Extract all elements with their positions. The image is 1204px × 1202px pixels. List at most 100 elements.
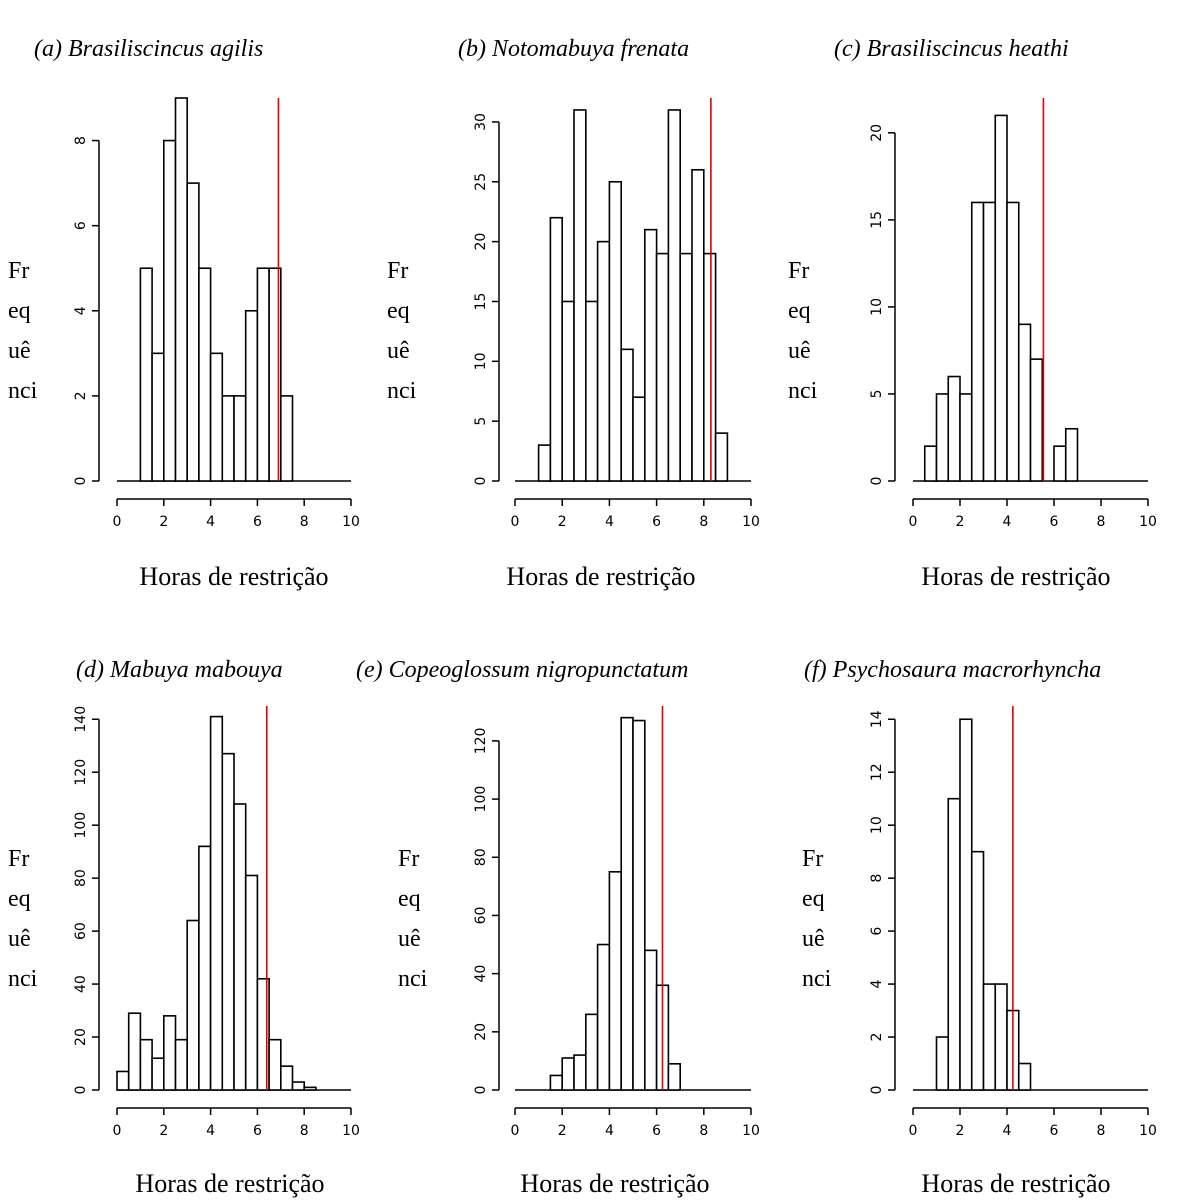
histogram-bar (982, 983, 997, 1091)
histogram-bar (959, 718, 973, 1091)
y-tick-label: 15 (473, 293, 489, 311)
histogram-bar (714, 432, 729, 482)
histogram-bar (632, 396, 646, 482)
x-tick-label: 2 (956, 1123, 965, 1139)
y-tick-label: 60 (473, 907, 489, 925)
histogram-bar (127, 1012, 142, 1091)
histogram-bar (573, 109, 587, 482)
y-tick-label: 20 (473, 1023, 489, 1041)
histogram-bar (596, 240, 611, 482)
y-axis-label: Fr (788, 258, 809, 284)
histogram-bar (303, 1086, 317, 1091)
histogram-bar (947, 797, 961, 1091)
x-tick-label: 8 (300, 514, 309, 530)
histogram-bar (584, 1013, 599, 1091)
histogram-bar (1017, 1062, 1032, 1091)
x-tick-label: 4 (605, 514, 614, 530)
histogram-bar (174, 1038, 188, 1091)
histogram-bar (244, 309, 259, 482)
y-axis-label: eq (8, 886, 31, 912)
x-tick-label: 6 (1050, 1123, 1059, 1139)
histogram-panel-c: (c) Brasiliscincus heathi 0 5 10 15 20 0 2 4 6 8 10… (788, 36, 1157, 591)
y-tick-label: 120 (73, 759, 89, 786)
y-axis-label: eq (398, 886, 421, 912)
histogram-bar (537, 444, 552, 482)
histogram-bar (279, 395, 294, 482)
histogram-panel-a: (a) Brasiliscincus agilis 0 2 4 6 8 0 2 4 6 8 10 Hor… (8, 36, 360, 591)
histogram-bar (561, 300, 575, 482)
histogram-bar (1053, 445, 1067, 482)
y-tick-label: 40 (473, 965, 489, 983)
x-tick-label: 10 (342, 1123, 360, 1139)
histogram-bar (608, 871, 623, 1091)
y-axis-label: eq (802, 886, 825, 912)
y-tick-label: 30 (473, 113, 489, 131)
y-axis-label: uê (788, 338, 811, 364)
histogram-bar (1029, 358, 1044, 482)
y-axis-label: Fr (398, 846, 419, 872)
x-tick-label: 6 (652, 1123, 661, 1139)
histogram-bar (970, 850, 985, 1091)
histogram-bar (268, 1038, 282, 1091)
y-tick-label: 4 (73, 306, 89, 315)
x-tick-label: 0 (909, 514, 918, 530)
histogram-bar (256, 977, 270, 1091)
panel-title: (e) Copeoglossum nigropunctatum (356, 657, 688, 683)
x-axis-label: Horas de restrição (135, 1169, 324, 1198)
x-tick-label: 2 (558, 514, 567, 530)
x-tick-label: 8 (1097, 514, 1106, 530)
x-axis-label: Horas de restrição (506, 562, 695, 591)
histogram-bar (279, 1065, 294, 1091)
histogram-bar (584, 300, 599, 482)
histogram-bar (139, 267, 153, 482)
y-tick-label: 14 (869, 710, 885, 728)
histogram-bar (959, 393, 973, 482)
x-tick-label: 0 (511, 1123, 520, 1139)
x-tick-label: 6 (253, 514, 262, 530)
x-tick-label: 2 (558, 1123, 567, 1139)
y-tick-label: 6 (73, 221, 89, 230)
y-tick-label: 100 (473, 786, 489, 813)
histogram-bar (691, 169, 705, 482)
histogram-bar (947, 375, 961, 482)
histogram-bar (994, 983, 1008, 1091)
y-tick-label: 12 (869, 763, 885, 781)
y-axis-label: uê (387, 338, 410, 364)
histogram-bar (233, 395, 247, 482)
y-tick-label: 0 (73, 477, 89, 486)
histogram-bar (116, 1070, 130, 1091)
x-axis-label: Horas de restrição (921, 562, 1110, 591)
y-tick-label: 5 (869, 389, 885, 398)
histogram-bar (1064, 427, 1079, 482)
histogram-bar (186, 182, 200, 482)
histogram-panel-e: (e) Copeoglossum nigropunctatum020406080… (356, 657, 760, 1198)
histogram-bar (561, 1057, 575, 1091)
histogram-bar (643, 228, 658, 482)
histogram-bar (174, 97, 188, 482)
histogram-panel-b: (b) Notomabuya frenata 0 5 10 15 20 25 30 0 2 4 6 8 1… (387, 36, 760, 591)
y-tick-label: 20 (869, 124, 885, 142)
x-tick-label: 8 (699, 1123, 708, 1139)
x-tick-label: 0 (113, 1123, 122, 1139)
panel-title: (b) Notomabuya frenata (458, 36, 689, 62)
y-axis-label: uê (398, 926, 421, 952)
y-tick-label: 60 (73, 922, 89, 940)
x-tick-label: 8 (1097, 1123, 1106, 1139)
histogram-bar (549, 216, 564, 482)
y-tick-label: 0 (869, 477, 885, 486)
histogram-bar (221, 752, 235, 1091)
y-axis-label: Fr (387, 258, 408, 284)
histogram-bar (209, 352, 224, 482)
histogram-bar (139, 1038, 153, 1091)
y-axis-label: uê (8, 926, 31, 952)
x-axis-label: Horas de restrição (921, 1169, 1110, 1198)
histogram-bar (198, 845, 212, 1091)
histogram-bar (233, 803, 247, 1091)
histogram-bar (596, 943, 611, 1091)
x-tick-label: 4 (206, 1123, 215, 1139)
histogram-bar (935, 1036, 950, 1091)
y-axis-label: Fr (802, 846, 823, 872)
histogram-bar (643, 949, 658, 1091)
x-tick-label: 8 (699, 514, 708, 530)
